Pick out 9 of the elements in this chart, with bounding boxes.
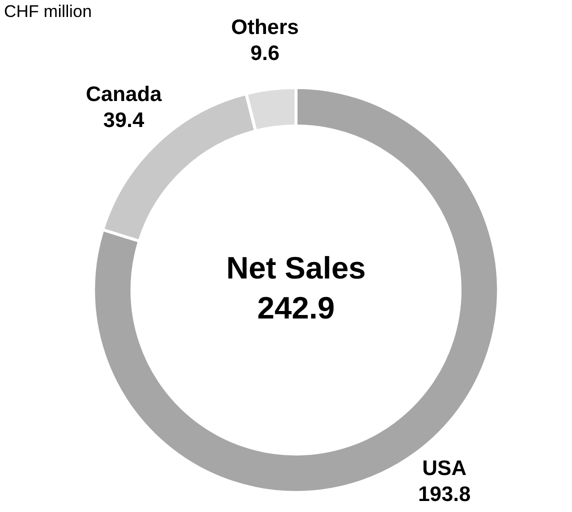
slice-label: Canada: [86, 82, 162, 106]
data-label: 39.4: [103, 108, 145, 132]
text: 242.9: [257, 290, 335, 326]
text: Net Sales: [226, 250, 366, 286]
chart-title: CHF million: [4, 2, 92, 22]
data-label: 9.6: [250, 42, 280, 66]
data-label: 193.8: [418, 482, 471, 506]
slice-label: USA: [422, 456, 467, 480]
slice-label: Others: [231, 16, 299, 40]
